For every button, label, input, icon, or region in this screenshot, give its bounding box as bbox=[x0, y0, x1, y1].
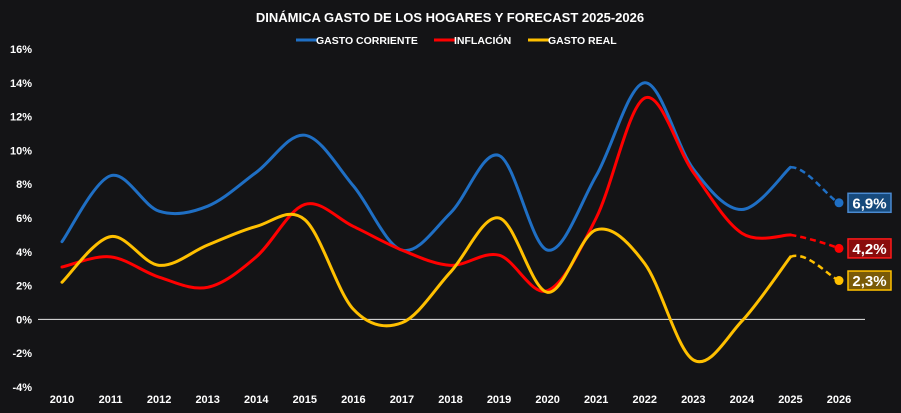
y-axis: 16% 14% 12% 10% 8% 6% 4% 2% 0% -2% -4% bbox=[10, 44, 32, 394]
x-tick-label: 2012 bbox=[147, 394, 171, 406]
y-tick-label: 10% bbox=[10, 145, 32, 157]
forecast-line bbox=[789, 254, 840, 282]
x-tick-label: 2015 bbox=[293, 394, 317, 406]
end-value-label: 2,3% bbox=[852, 273, 886, 290]
series-inflación: 4,2% bbox=[60, 96, 892, 293]
end-value-label: 6,9% bbox=[852, 195, 886, 212]
x-tick-label: 2024 bbox=[730, 394, 755, 406]
x-tick-label: 2026 bbox=[827, 394, 851, 406]
y-tick-label: -4% bbox=[12, 382, 32, 394]
end-value-label: 4,2% bbox=[852, 241, 886, 258]
x-tick-label: 2013 bbox=[195, 394, 219, 406]
x-tick-label: 2021 bbox=[584, 394, 608, 406]
legend-item: GASTO CORRIENTE bbox=[296, 35, 418, 47]
series-gasto-real: 2,3% bbox=[60, 212, 892, 364]
x-axis: 2010 2011 2012 2013 2014 2015 2016 2017 2018 2019… bbox=[50, 394, 851, 406]
end-value-box bbox=[847, 192, 892, 214]
legend-label: GASTO REAL bbox=[548, 35, 617, 47]
x-tick-label: 2025 bbox=[778, 394, 802, 406]
y-tick-label: -2% bbox=[12, 348, 32, 360]
legend-label: GASTO CORRIENTE bbox=[316, 35, 418, 47]
y-tick-label: 4% bbox=[16, 247, 32, 259]
forecast-line bbox=[790, 166, 840, 204]
series-line bbox=[60, 96, 792, 293]
x-tick-label: 2018 bbox=[438, 394, 462, 406]
forecast-point bbox=[834, 276, 844, 286]
x-tick-label: 2020 bbox=[535, 394, 559, 406]
end-value-box bbox=[847, 270, 892, 291]
legend-item: INFLACIÓN bbox=[434, 34, 511, 47]
legend: GASTO CORRIENTE INFLACIÓN GASTO REAL bbox=[296, 34, 617, 47]
forecast-point bbox=[834, 243, 844, 253]
forecast-line bbox=[790, 233, 840, 250]
y-tick-label: 0% bbox=[16, 314, 32, 326]
chart-title: DINÁMICA GASTO DE LOS HOGARES Y FORECAST… bbox=[256, 10, 644, 25]
y-tick-label: 14% bbox=[10, 78, 32, 90]
x-tick-label: 2023 bbox=[681, 394, 705, 406]
x-tick-label: 2011 bbox=[99, 394, 123, 406]
x-tick-label: 2014 bbox=[244, 394, 269, 406]
y-tick-label: 12% bbox=[10, 112, 32, 124]
legend-item: GASTO REAL bbox=[528, 35, 617, 47]
y-tick-label: 2% bbox=[16, 281, 32, 293]
y-tick-label: 6% bbox=[16, 213, 32, 225]
series-group: 6,9% 4,2% 2,3% bbox=[60, 81, 892, 364]
end-value-box bbox=[847, 238, 892, 259]
y-tick-label: 8% bbox=[16, 179, 32, 191]
x-tick-label: 2019 bbox=[487, 394, 511, 406]
x-tick-label: 2016 bbox=[341, 394, 365, 406]
series-gasto-corriente: 6,9% bbox=[60, 81, 892, 253]
y-tick-label: 16% bbox=[10, 44, 32, 56]
series-line bbox=[60, 81, 792, 253]
x-tick-label: 2022 bbox=[633, 394, 657, 406]
forecast-point bbox=[834, 198, 844, 208]
x-tick-label: 2017 bbox=[390, 394, 414, 406]
series-line bbox=[60, 212, 792, 364]
legend-label: INFLACIÓN bbox=[454, 34, 511, 47]
x-tick-label: 2010 bbox=[50, 394, 74, 406]
